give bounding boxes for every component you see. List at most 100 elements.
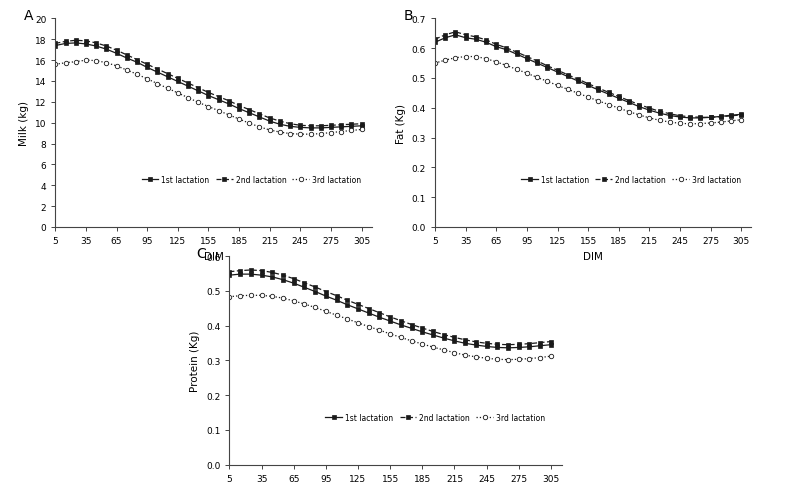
2nd lactation [102, 44, 112, 50]
3rd lactation [275, 130, 285, 136]
3rd lactation [321, 309, 331, 315]
1st lactation [321, 293, 331, 299]
1st lactation [584, 83, 593, 89]
3rd lactation [278, 296, 288, 302]
2nd lactation [418, 325, 427, 331]
1st lactation [503, 345, 513, 351]
3rd lactation [102, 60, 112, 66]
1st lactation [418, 329, 427, 335]
3rd lactation [357, 127, 366, 133]
1st lactation [81, 42, 91, 48]
2nd lactation [563, 73, 573, 78]
3rd lactation [634, 113, 644, 119]
3rd lactation [163, 86, 172, 92]
3rd lactation [343, 317, 352, 322]
1st lactation [491, 45, 501, 50]
1st lactation [514, 345, 524, 350]
2nd lactation [246, 268, 255, 273]
1st lactation [706, 115, 715, 121]
2nd lactation [92, 41, 101, 47]
2nd lactation [491, 42, 501, 48]
2nd lactation [695, 115, 705, 121]
Line: 1st lactation: 1st lactation [228, 272, 553, 350]
3rd lactation [624, 109, 634, 115]
1st lactation [354, 306, 363, 312]
3rd lactation [306, 132, 316, 138]
2nd lactation [336, 122, 346, 128]
2nd lactation [310, 285, 320, 290]
3rd lactation [354, 320, 363, 326]
2nd lactation [214, 94, 223, 100]
1st lactation [604, 92, 613, 98]
2nd lactation [61, 39, 70, 45]
2nd lactation [451, 30, 460, 36]
1st lactation [265, 119, 274, 125]
1st lactation [407, 326, 416, 332]
2nd lactation [584, 82, 593, 88]
1st lactation [375, 315, 384, 320]
1st lactation [716, 114, 725, 120]
Y-axis label: Milk (kg): Milk (kg) [19, 101, 29, 146]
1st lactation [695, 116, 705, 121]
1st lactation [686, 116, 695, 121]
3rd lactation [326, 130, 335, 136]
3rd lactation [396, 335, 406, 341]
3rd lactation [300, 302, 309, 307]
2nd lactation [676, 114, 685, 120]
3rd lactation [536, 355, 545, 361]
1st lactation [524, 344, 534, 350]
3rd lactation [482, 356, 491, 362]
1st lactation [289, 281, 298, 287]
3rd lactation [491, 60, 501, 66]
1st lactation [493, 345, 502, 350]
2nd lactation [385, 314, 395, 320]
2nd lactation [225, 269, 234, 275]
3rd lactation [173, 91, 183, 97]
2nd lactation [501, 46, 511, 52]
1st lactation [255, 115, 264, 121]
2nd lactation [296, 123, 305, 129]
3rd lactation [665, 120, 675, 126]
2nd lactation [316, 123, 325, 129]
2nd lactation [81, 39, 91, 45]
2nd lactation [71, 38, 81, 44]
3rd lactation [573, 91, 583, 97]
3rd lactation [471, 354, 481, 360]
3rd lactation [296, 132, 305, 138]
2nd lactation [471, 339, 481, 345]
1st lactation [336, 125, 346, 131]
3rd lactation [512, 67, 521, 73]
2nd lactation [614, 94, 623, 100]
2nd lactation [430, 37, 440, 43]
2nd lactation [343, 298, 352, 303]
2nd lactation [450, 335, 460, 341]
3rd lactation [214, 108, 223, 114]
Line: 3rd lactation: 3rd lactation [53, 59, 364, 137]
3rd lactation [418, 341, 427, 347]
3rd lactation [676, 121, 685, 127]
3rd lactation [257, 293, 267, 299]
3rd lactation [460, 352, 470, 358]
1st lactation [512, 52, 521, 58]
3rd lactation [614, 106, 623, 112]
3rd lactation [428, 345, 437, 350]
1st lactation [428, 333, 437, 338]
2nd lactation [346, 122, 356, 128]
1st lactation [153, 70, 162, 76]
3rd lactation [706, 121, 715, 127]
2nd lactation [536, 340, 545, 346]
1st lactation [194, 89, 203, 94]
2nd lactation [441, 33, 450, 39]
3rd lactation [716, 120, 725, 126]
1st lactation [532, 61, 542, 67]
2nd lactation [236, 268, 245, 274]
Legend: 1st lactation, 2nd lactation, 3rd lactation: 1st lactation, 2nd lactation, 3rd lactat… [140, 174, 363, 186]
3rd lactation [430, 61, 440, 67]
2nd lactation [244, 107, 254, 113]
3rd lactation [645, 116, 654, 121]
2nd lactation [716, 115, 725, 121]
2nd lactation [553, 68, 562, 74]
1st lactation [296, 125, 305, 131]
3rd lactation [407, 338, 416, 344]
3rd lactation [346, 128, 356, 134]
